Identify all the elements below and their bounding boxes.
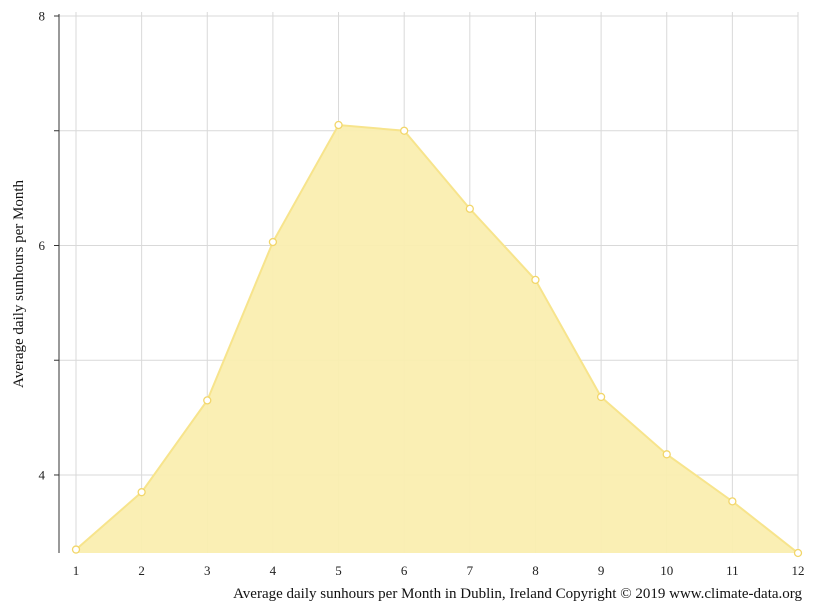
data-point-11 [728, 497, 737, 506]
data-markers [71, 120, 803, 558]
x-tick-label-11: 11 [726, 563, 739, 578]
data-point-12 [793, 548, 803, 558]
data-point-8 [531, 275, 540, 285]
data-point-3 [203, 396, 212, 405]
data-point-7 [465, 204, 474, 213]
x-tick-label-4: 4 [270, 563, 277, 578]
y-tick-label-4: 4 [39, 467, 46, 482]
data-point-4 [268, 237, 278, 247]
area-fill [76, 125, 798, 553]
data-point-10 [662, 450, 671, 459]
data-point-1 [71, 545, 81, 554]
data-point-2 [137, 488, 146, 497]
x-tick-label-7: 7 [467, 563, 474, 578]
x-ticks: 1 2 3 4 5 6 7 8 9 10 11 12 [73, 563, 805, 578]
x-tick-label-1: 1 [73, 563, 80, 578]
x-tick-label-5: 5 [335, 563, 342, 578]
x-tick-label-12: 12 [792, 563, 805, 578]
y-tick-label-8: 8 [39, 9, 46, 24]
x-tick-label-8: 8 [532, 563, 539, 578]
x-tick-label-6: 6 [401, 563, 408, 578]
data-point-6 [400, 126, 409, 135]
data-point-5 [334, 120, 343, 130]
x-tick-label-3: 3 [204, 563, 211, 578]
y-axis-title: Average daily sunhours per Month [11, 180, 27, 389]
data-point-9 [596, 392, 606, 402]
chart-caption: Average daily sunhours per Month in Dubl… [233, 586, 802, 602]
x-tick-label-9: 9 [598, 563, 605, 578]
y-tick-label-6: 6 [39, 238, 46, 253]
x-tick-label-2: 2 [138, 563, 145, 578]
series-line [75, 123, 799, 554]
y-ticks: 4 6 8 [39, 9, 59, 482]
x-tick-label-10: 10 [660, 563, 673, 578]
